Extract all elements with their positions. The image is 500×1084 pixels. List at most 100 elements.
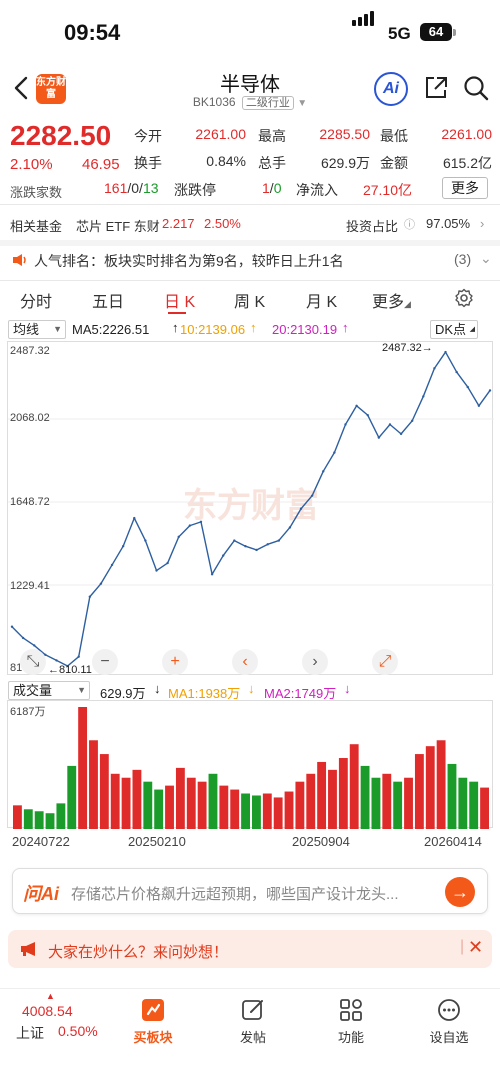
volume-bar xyxy=(328,769,337,829)
price-line-segment xyxy=(245,545,257,551)
price-line-segment xyxy=(189,521,202,527)
volume-bar xyxy=(262,793,272,829)
zoom-out-button[interactable]: − xyxy=(92,649,118,675)
brand-logo[interactable]: 东方财富 xyxy=(36,74,66,104)
price-line-segment xyxy=(111,545,124,566)
tab-more[interactable]: 更多◢ xyxy=(372,294,411,311)
price-point xyxy=(344,423,347,426)
volume-bar xyxy=(480,787,489,829)
indicator-select[interactable]: 均线 ▼ xyxy=(8,320,66,339)
price-line-segment xyxy=(278,527,291,542)
settings-gear-icon[interactable] xyxy=(454,288,474,308)
period-tabs: 分时 五日 日 K 周 K 月 K 更多◢ xyxy=(0,284,500,314)
ask-ai-prompt[interactable]: 存储芯片价格飙升远超预期，哪些国产设计龙头... xyxy=(71,886,399,903)
sector-code[interactable]: BK1036 二级行业 ▼ xyxy=(150,94,350,110)
share-icon[interactable] xyxy=(422,74,450,102)
volume-bar xyxy=(338,758,348,829)
search-icon[interactable] xyxy=(462,74,490,102)
price-line-segment xyxy=(211,555,224,575)
volume-label: 总手 xyxy=(258,155,286,171)
level-tag: 二级行业 xyxy=(241,96,294,110)
price-point xyxy=(210,573,214,576)
price-point xyxy=(110,563,114,567)
pan-left-button[interactable]: ‹ xyxy=(232,649,258,675)
hot-rank-row[interactable]: 人气排名：板块实时排名为第9名，较昨日上升1名 (3) ⌄ xyxy=(0,242,500,278)
price-point xyxy=(88,595,92,598)
volume-bar xyxy=(154,789,164,829)
ask-ai-logo: 问Ai xyxy=(23,884,59,904)
post-button[interactable]: 发帖 xyxy=(218,995,288,1046)
volume-value: 629.9万 xyxy=(320,155,370,171)
price-point xyxy=(21,636,25,640)
low-value: 2261.00 xyxy=(441,126,492,142)
related-fund-row[interactable]: 相关基金 芯片 ETF 东财 2.217 2.50% 投资占比 ⓘ 97.05%… xyxy=(0,210,500,238)
price-point xyxy=(244,545,247,548)
tab-monthly-k[interactable]: 月 K xyxy=(306,294,338,311)
volume-bar xyxy=(23,809,33,829)
volume-chart[interactable]: 6187万 xyxy=(7,700,493,829)
ai-button[interactable]: Ai xyxy=(374,72,408,106)
price-line-segment xyxy=(89,583,102,598)
limit-counts: 1/0 xyxy=(262,180,282,196)
pan-right-button[interactable]: › xyxy=(302,649,328,675)
volume-bar xyxy=(89,740,98,829)
hot-topic-text: 大家在炒什么？来问妙想！ xyxy=(48,944,229,961)
banner-divider: | xyxy=(460,938,465,955)
up-count: 161 xyxy=(104,180,128,196)
price-line-segment xyxy=(67,656,80,667)
price-point xyxy=(77,655,80,658)
ma20-value: 20:2130.19 xyxy=(272,322,338,337)
tab-more-label: 更多 xyxy=(372,294,405,311)
index-pct: 0.50% xyxy=(58,1023,98,1039)
kline-svg: 东方财富 xyxy=(8,350,494,668)
arrow-right-icon[interactable]: → xyxy=(445,877,475,907)
ma10-value: 10:2139.06 xyxy=(180,322,246,337)
amount-label: 金额 xyxy=(380,155,408,171)
chevron-right-icon[interactable]: › xyxy=(480,216,485,231)
ma-legend-row: 均线 ▼ MA5:2226.51 ↑ 10:2139.06 ↑ 20:2130.1… xyxy=(0,320,500,340)
volume-bar xyxy=(165,785,174,829)
close-icon[interactable]: ✕ xyxy=(468,937,484,957)
more-button[interactable]: 更多 xyxy=(442,177,488,199)
volume-select[interactable]: 成交量 ▼ xyxy=(8,681,90,700)
date-tick-4: 20260414 xyxy=(424,834,482,849)
price-point xyxy=(55,659,58,662)
info-icon[interactable]: ⓘ xyxy=(404,219,415,231)
back-icon[interactable] xyxy=(12,74,32,102)
price-line-segment xyxy=(133,517,147,541)
tab-five-day[interactable]: 五日 xyxy=(92,294,125,311)
volume-bar xyxy=(67,765,77,829)
battery-tip xyxy=(453,29,456,36)
volume-bar xyxy=(143,781,153,829)
price-point xyxy=(155,569,158,572)
fullscreen-exit-icon[interactable]: ⤡ xyxy=(20,649,46,675)
grid-icon xyxy=(340,999,362,1021)
current-price: 2282.50 xyxy=(10,120,112,151)
price-line-segment xyxy=(433,351,447,369)
volume-bar xyxy=(436,740,446,829)
volume-bar xyxy=(458,777,468,829)
buy-sector-button[interactable]: 买板块 xyxy=(118,995,188,1046)
kline-chart[interactable]: 东方财富 2487.32 2068.02 1648.72 1229.41 810… xyxy=(7,341,494,676)
fullscreen-icon[interactable]: ⤢ xyxy=(372,649,398,675)
volume-bar xyxy=(382,773,392,829)
speaker-icon xyxy=(13,254,26,266)
tab-intraday[interactable]: 分时 xyxy=(20,294,53,311)
functions-button[interactable]: 功能 xyxy=(316,995,386,1046)
tab-weekly-k[interactable]: 周 K xyxy=(234,294,266,311)
more-dots-icon xyxy=(438,999,460,1021)
invest-label: 投资占比 xyxy=(346,219,399,234)
fund-price: 2.217 xyxy=(162,216,195,231)
ask-ai-box[interactable]: 问Ai 存储芯片价格飙升远超预期，哪些国产设计龙头... → xyxy=(12,868,488,914)
volume-bar xyxy=(110,773,120,829)
fund-name[interactable]: 芯片 ETF 东财 xyxy=(76,219,160,234)
dk-select[interactable]: DK点 ◢ xyxy=(430,320,478,339)
open-label: 今开 xyxy=(134,128,162,144)
price-point xyxy=(455,370,458,374)
hot-topic-banner[interactable]: 大家在炒什么？来问妙想！ | ✕ xyxy=(8,930,492,968)
price-line-segment xyxy=(311,471,324,496)
zoom-in-button[interactable]: + xyxy=(162,649,188,675)
watchlist-button[interactable]: 设自选 xyxy=(414,995,484,1046)
tab-daily-k[interactable]: 日 K xyxy=(164,294,196,311)
status-bar: 09:54 5G 64 xyxy=(0,0,500,64)
